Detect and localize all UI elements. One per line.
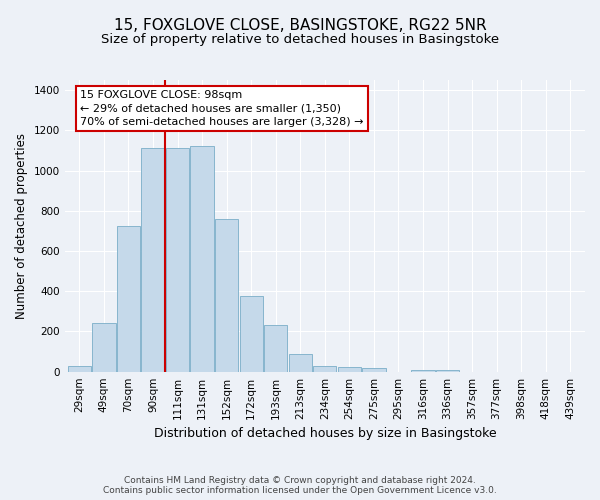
- Bar: [117, 226, 140, 372]
- Bar: [362, 368, 386, 372]
- Text: 15, FOXGLOVE CLOSE, BASINGSTOKE, RG22 5NR: 15, FOXGLOVE CLOSE, BASINGSTOKE, RG22 5N…: [113, 18, 487, 32]
- Bar: [289, 354, 312, 372]
- Text: Contains HM Land Registry data © Crown copyright and database right 2024.
Contai: Contains HM Land Registry data © Crown c…: [103, 476, 497, 495]
- X-axis label: Distribution of detached houses by size in Basingstoke: Distribution of detached houses by size …: [154, 427, 496, 440]
- Bar: [215, 219, 238, 372]
- Bar: [166, 148, 189, 372]
- Bar: [412, 370, 434, 372]
- Y-axis label: Number of detached properties: Number of detached properties: [15, 133, 28, 319]
- Text: Size of property relative to detached houses in Basingstoke: Size of property relative to detached ho…: [101, 32, 499, 46]
- Text: 15 FOXGLOVE CLOSE: 98sqm
← 29% of detached houses are smaller (1,350)
70% of sem: 15 FOXGLOVE CLOSE: 98sqm ← 29% of detach…: [80, 90, 364, 126]
- Bar: [313, 366, 337, 372]
- Bar: [92, 324, 116, 372]
- Bar: [338, 366, 361, 372]
- Bar: [190, 146, 214, 372]
- Bar: [436, 370, 459, 372]
- Bar: [68, 366, 91, 372]
- Bar: [239, 296, 263, 372]
- Bar: [142, 148, 164, 372]
- Bar: [264, 326, 287, 372]
